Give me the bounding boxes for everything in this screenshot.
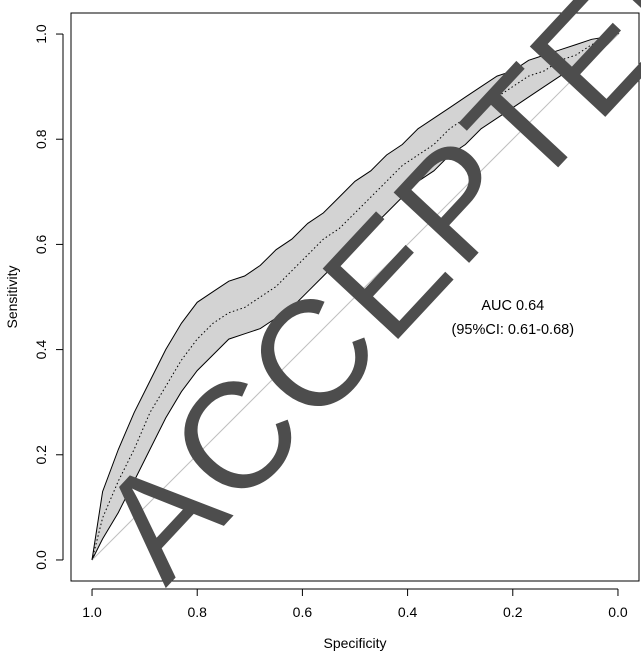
annotations: AUC 0.64 (95%CI: 0.61-0.68) [452,298,575,338]
plot-frame [70,12,640,582]
y-tick-label: 1.0 [33,24,49,44]
y-tick-label: 0.4 [33,340,49,360]
x-tick-label: 0.0 [608,604,628,620]
x-tick-label: 0.6 [293,604,313,620]
y-tick-label: 0.2 [33,445,49,465]
plot-content [91,33,620,561]
y-axis: 0.0 0.2 0.4 0.6 0.8 1.0 [33,24,64,570]
y-axis-label: Sensitivity [4,265,20,328]
y-tick-label: 0.8 [33,129,49,149]
auc-annotation: AUC 0.64 [481,298,544,314]
x-tick-label: 0.4 [398,604,418,620]
y-tick-label: 0.6 [33,234,49,254]
diagonal-reference-line [91,33,619,561]
x-tick-label: 0.8 [187,604,207,620]
x-tick-label: 1.0 [82,604,102,620]
x-tick-label: 0.2 [503,604,523,620]
x-axis: 1.0 0.8 0.6 0.4 0.2 0.0 [82,588,628,620]
y-tick-label: 0.0 [33,550,49,570]
watermark: ACCEPTED [66,0,641,610]
auc-annotation: (95%CI: 0.61-0.68) [452,322,575,338]
x-axis-label: Specificity [323,635,386,651]
